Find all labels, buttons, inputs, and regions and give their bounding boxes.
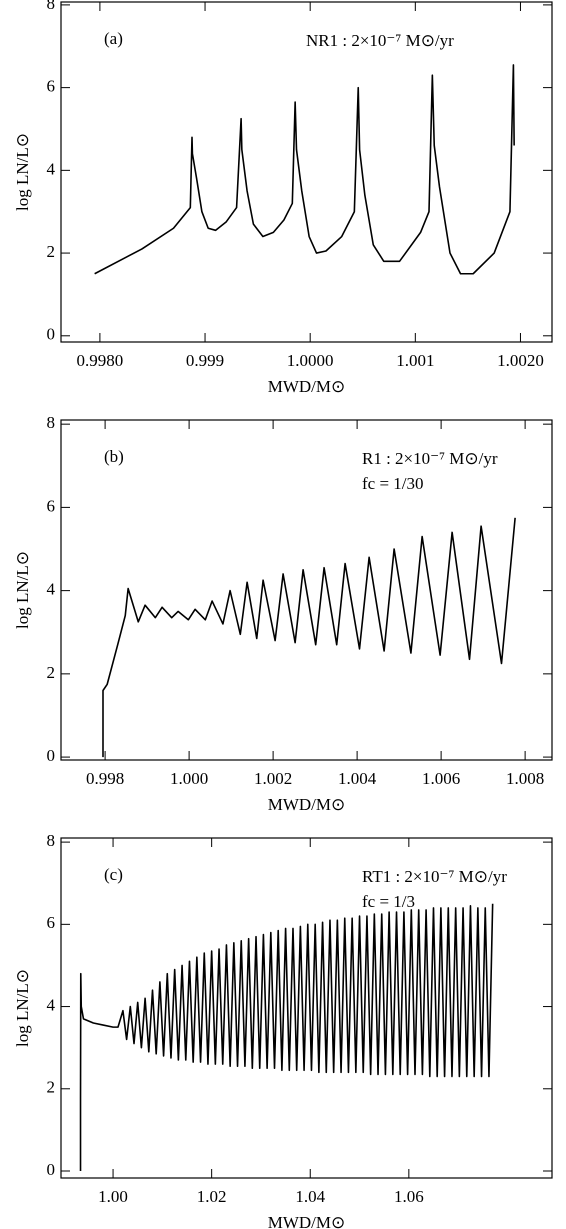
x-tick-label: 1.001 — [396, 351, 434, 370]
y-tick-label: 6 — [47, 913, 56, 932]
x-tick-label: 1.0000 — [287, 351, 334, 370]
y-tick-label: 0 — [47, 1160, 56, 1179]
panel-label: (b) — [104, 447, 124, 466]
x-tick-label: 1.004 — [338, 769, 377, 788]
x-tick-label: 0.999 — [186, 351, 224, 370]
x-axis-label: MWD/M⊙ — [268, 377, 346, 396]
x-axis-label: MWD/M⊙ — [268, 1213, 346, 1229]
y-tick-label: 0 — [47, 325, 56, 344]
x-tick-label: 1.0020 — [497, 351, 544, 370]
panel-label: (a) — [104, 29, 123, 48]
x-tick-label: 1.04 — [295, 1187, 325, 1206]
panel-label: (c) — [104, 865, 123, 884]
y-axis-label: log LN/L⊙ — [13, 133, 32, 211]
x-tick-label: 1.002 — [254, 769, 292, 788]
y-tick-label: 0 — [47, 746, 56, 765]
x-tick-label: 0.9980 — [77, 351, 124, 370]
y-tick-label: 6 — [47, 77, 56, 96]
x-tick-label: 1.02 — [197, 1187, 227, 1206]
y-tick-label: 8 — [47, 0, 56, 13]
y-axis-label: log LN/L⊙ — [13, 551, 32, 629]
x-tick-label: 1.00 — [98, 1187, 128, 1206]
y-tick-label: 8 — [47, 831, 56, 850]
x-tick-label: 1.000 — [170, 769, 208, 788]
y-tick-label: 2 — [47, 242, 56, 261]
x-tick-label: 1.008 — [506, 769, 544, 788]
y-tick-label: 2 — [47, 1078, 56, 1097]
data-line — [79, 903, 494, 1172]
plot-frame — [60, 419, 553, 761]
y-tick-label: 4 — [47, 159, 56, 178]
y-tick-label: 2 — [47, 663, 56, 682]
annotation: fc = 1/3 — [362, 892, 415, 911]
y-tick-label: 4 — [47, 580, 56, 599]
data-line — [94, 64, 515, 275]
annotation: R1 : 2×10⁻⁷ M⊙/yr — [362, 449, 498, 468]
y-tick-label: 8 — [47, 413, 56, 432]
y-tick-label: 6 — [47, 496, 56, 515]
annotation: RT1 : 2×10⁻⁷ M⊙/yr — [362, 867, 507, 886]
x-tick-label: 1.006 — [422, 769, 460, 788]
x-axis-label: MWD/M⊙ — [268, 795, 346, 814]
plot-frame — [60, 837, 553, 1179]
x-tick-label: 1.06 — [394, 1187, 424, 1206]
y-tick-label: 4 — [47, 995, 56, 1014]
annotation: fc = 1/30 — [362, 474, 424, 493]
data-line — [102, 517, 516, 758]
plot-frame — [60, 1, 553, 343]
x-tick-label: 0.998 — [86, 769, 124, 788]
annotation: NR1 : 2×10⁻⁷ M⊙/yr — [306, 31, 454, 50]
y-axis-label: log LN/L⊙ — [13, 969, 32, 1047]
